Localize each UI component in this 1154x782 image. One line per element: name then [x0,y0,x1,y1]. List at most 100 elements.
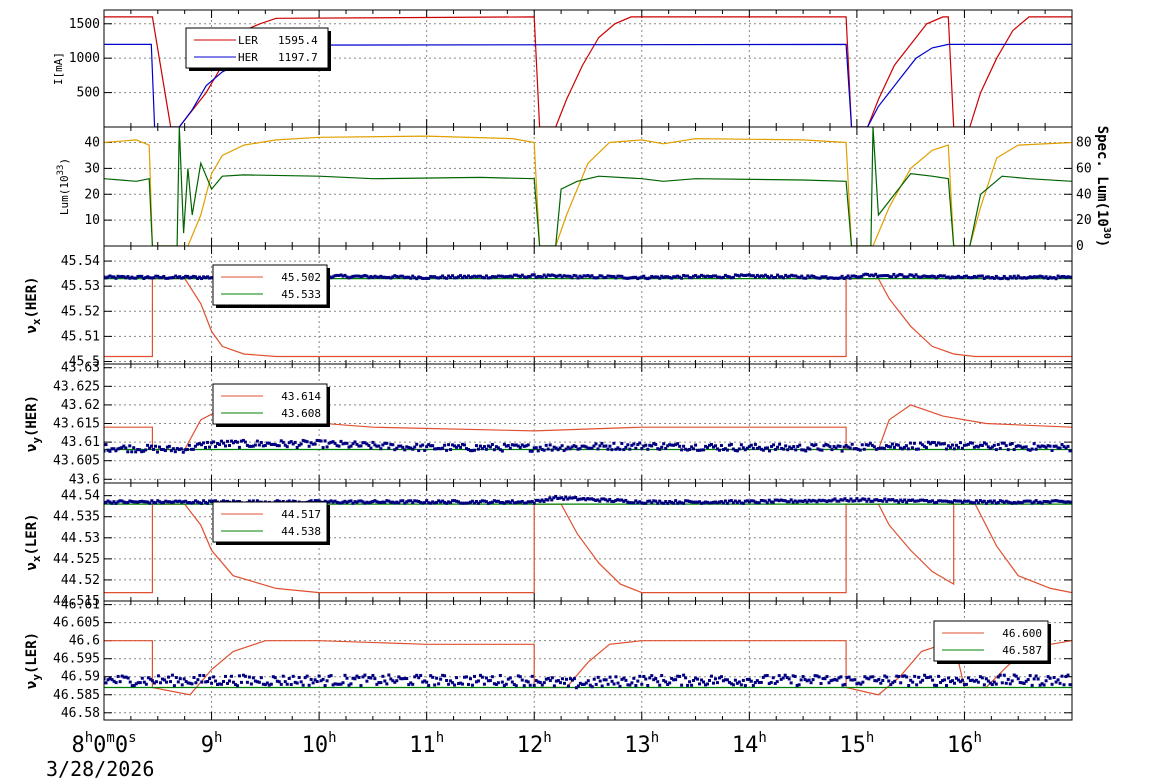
measured-point [954,499,958,503]
measured-point [333,274,337,278]
legend-entry-value: 43.608 [281,407,321,420]
measured-point [676,674,680,678]
measured-point [343,673,347,677]
measured-point [672,501,676,505]
measured-point [821,498,825,502]
measured-point [706,682,710,686]
measured-point [743,499,747,503]
measured-point [737,499,741,503]
measured-point [636,443,640,447]
measured-point [1010,501,1014,505]
measured-point [1034,674,1038,678]
y-axis-label: νx(LER) [24,513,43,570]
measured-point [755,273,759,277]
measured-point [680,276,684,280]
measured-point [745,499,749,503]
measured-point [733,273,737,277]
measured-point [1064,276,1068,280]
measured-point [484,676,488,680]
measured-point [717,500,721,504]
measured-point [182,276,186,280]
measured-point [654,275,658,279]
measured-point [1004,499,1008,503]
measured-point [393,680,397,684]
measured-point [881,678,885,682]
measured-point [457,275,461,279]
measured-point [1002,274,1006,278]
measured-point [588,446,592,450]
measured-point [598,499,602,503]
measured-point [329,674,333,678]
measured-point [870,443,874,447]
measured-point [694,500,698,504]
measured-point [419,673,423,677]
measured-point [882,447,886,451]
measured-point [247,675,251,679]
measured-point [897,500,901,504]
measured-point [895,499,899,503]
measured-point [556,497,560,501]
measured-point [682,444,686,448]
measured-point [409,446,413,450]
measured-point [399,444,403,448]
measured-point [120,274,124,278]
measured-point [168,680,172,684]
measured-point [680,683,684,687]
measured-point [546,447,550,451]
measured-point [1032,442,1036,446]
measured-point [800,274,804,278]
measured-point [996,501,1000,505]
measured-point [395,274,399,278]
measured-point [160,276,164,280]
measured-point [862,273,866,277]
measured-point [596,498,600,502]
measured-point [457,500,461,504]
measured-point [174,676,178,680]
measured-point [793,674,797,678]
measured-point [616,681,620,685]
measured-point [972,274,976,278]
measured-point [445,678,449,682]
measured-point [670,676,674,680]
measured-point [510,499,514,503]
measured-point [723,447,727,451]
measured-point [253,679,257,683]
measured-point [674,678,678,682]
measured-point [927,500,931,504]
measured-point [550,676,554,680]
measured-point [367,444,371,448]
measured-point [964,274,968,278]
measured-point [582,444,586,448]
measured-point [692,447,696,451]
measured-point [355,442,359,446]
xtick-label: 14h [732,730,767,758]
measured-point [974,275,978,279]
measured-point [713,500,717,504]
measured-point [688,447,692,451]
y2tick-label: 60 [1076,161,1092,176]
measured-point [247,499,251,503]
measured-point [159,447,163,451]
measured-point [988,276,992,280]
measured-point [802,276,806,280]
measured-point [928,442,932,446]
measured-point [443,500,447,504]
measured-point [713,677,717,681]
measured-point [1040,501,1044,505]
measured-point [594,276,598,280]
ytick-label: 10 [84,213,100,228]
measured-point [1060,443,1064,447]
measured-point [421,276,425,280]
measured-point [397,501,401,505]
measured-point [809,499,813,503]
measured-point [584,274,588,278]
measured-point [690,276,694,280]
measured-point [299,680,303,684]
measured-point [199,443,203,447]
measured-point [787,500,791,504]
measured-point [347,499,351,503]
measured-point [590,446,594,450]
measured-point [287,677,291,681]
measured-point [849,678,853,682]
measured-point [204,500,208,504]
